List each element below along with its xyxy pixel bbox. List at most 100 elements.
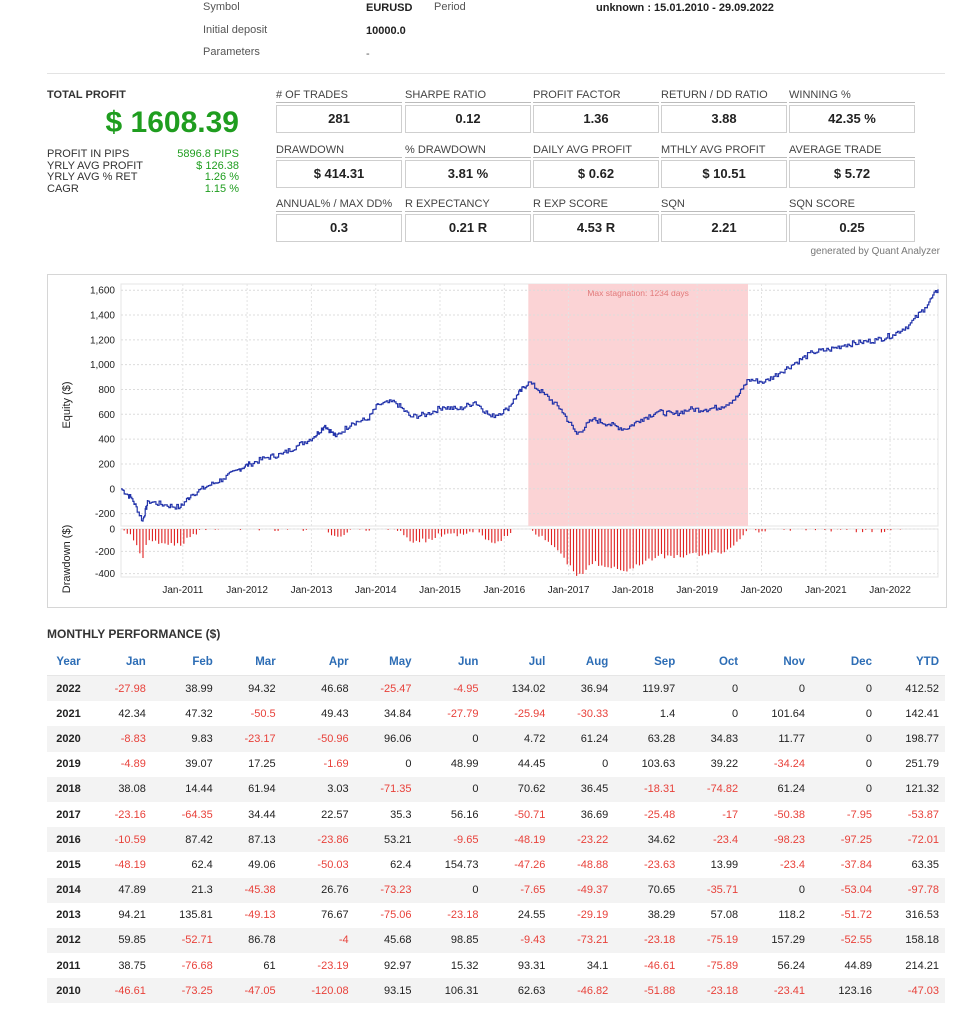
stat-value: 3.81 % bbox=[405, 160, 531, 188]
monthly-value-cell: -25.48 bbox=[644, 808, 676, 821]
monthly-value-cell: 0 bbox=[602, 758, 609, 771]
monthly-value-cell: 56.24 bbox=[777, 959, 806, 972]
monthly-value-cell: 4.72 bbox=[484, 726, 552, 752]
monthly-value-cell: 0 bbox=[731, 707, 739, 720]
monthly-value-cell: 87.13 bbox=[218, 827, 282, 853]
monthly-value-cell: 94.21 bbox=[118, 909, 146, 922]
monthly-value-cell: 119.97 bbox=[614, 675, 682, 702]
y-tick-label: 1,200 bbox=[90, 335, 115, 346]
monthly-value-cell: 38.99 bbox=[151, 675, 219, 702]
monthly-header-cell: Nov bbox=[744, 649, 812, 676]
monthly-value-cell: -9.43 bbox=[484, 927, 552, 954]
monthly-value-cell: 98.85 bbox=[417, 927, 485, 954]
monthly-value-cell: 0 bbox=[811, 776, 878, 802]
monthly-value-cell: 0 bbox=[405, 758, 412, 771]
monthly-value-cell: -71.35 bbox=[354, 776, 418, 802]
drawdown-plot-area bbox=[120, 528, 939, 578]
monthly-value-cell: -50.5 bbox=[250, 707, 276, 720]
stat-value: 0.21 R bbox=[405, 214, 531, 242]
monthly-value-cell: 87.42 bbox=[151, 827, 219, 853]
monthly-value-cell: -48.19 bbox=[114, 858, 146, 871]
monthly-value-cell: -23.17 bbox=[218, 726, 282, 752]
y-tick-label: 600 bbox=[98, 410, 115, 421]
monthly-value-cell: 0 bbox=[744, 877, 812, 903]
stat-label: WINNING % bbox=[789, 89, 915, 103]
monthly-value-cell: -10.59 bbox=[88, 827, 152, 853]
y-tick-label: 200 bbox=[98, 459, 115, 470]
monthly-value-cell: 158.18 bbox=[877, 927, 945, 954]
monthly-value-cell: 157.29 bbox=[744, 927, 812, 954]
stat-value: 0.25 bbox=[789, 214, 915, 242]
monthly-value-cell: 1.4 bbox=[659, 707, 676, 720]
x-tick-label: Jan-2014 bbox=[355, 585, 397, 596]
stat-value: 4.53 R bbox=[533, 214, 659, 242]
monthly-value-cell: -25.47 bbox=[354, 675, 418, 702]
monthly-row: 2019 -4.89 39.07 17.25 -1.69 0 48.99 44.45 0 103.… bbox=[47, 752, 945, 777]
monthly-value-cell: 36.94 bbox=[551, 675, 615, 702]
stat-card: R EXPECTANCY 0.21 R bbox=[405, 198, 531, 242]
x-tick-label: Jan-2013 bbox=[291, 585, 333, 596]
summary-row: YRLY AVG PROFIT $ 126.38 bbox=[47, 160, 239, 172]
monthly-value-cell: 96.06 bbox=[354, 726, 418, 752]
monthly-value-cell: -50.38 bbox=[773, 808, 806, 821]
monthly-value-cell: 47.89 bbox=[88, 877, 152, 903]
monthly-value-cell: 21.3 bbox=[151, 877, 219, 903]
summary-row: YRLY AVG % RET 1.26 % bbox=[47, 171, 239, 183]
monthly-value-cell: 3.03 bbox=[281, 776, 355, 802]
monthly-value-cell: -74.82 bbox=[681, 776, 745, 802]
summary-row-label: YRLY AVG PROFIT bbox=[47, 159, 143, 172]
x-tick-label: Jan-2020 bbox=[741, 585, 783, 596]
monthly-value-cell: 0 bbox=[681, 675, 745, 702]
stat-value: 281 bbox=[276, 105, 402, 133]
stat-card: PROFIT FACTOR 1.36 bbox=[533, 89, 659, 133]
equity-chart: Max stagnation: 1234 days 1,600 1,400 1,200… bbox=[61, 283, 939, 596]
monthly-value-cell: 86.78 bbox=[218, 927, 282, 954]
stat-value: 2.21 bbox=[661, 214, 787, 242]
stat-card: DRAWDOWN $ 414.31 bbox=[276, 144, 402, 188]
monthly-value-cell: 0 bbox=[865, 758, 872, 771]
monthly-value-cell: -23.19 bbox=[317, 959, 349, 972]
monthly-value-cell: 22.57 bbox=[321, 808, 349, 821]
monthly-value-cell: 34.84 bbox=[383, 707, 412, 720]
monthly-value-cell: 39.07 bbox=[185, 758, 213, 771]
monthly-row: 2013 94.21 135.81 -49.13 76.67 -75.06 -23.18 24… bbox=[47, 903, 945, 928]
stat-label: SQN SCORE bbox=[789, 198, 915, 212]
monthly-table: Year Jan Feb Mar Apr May Jun Jul Aug Sep Oct Nov Dec… bbox=[47, 649, 945, 1004]
monthly-value-cell: 46.68 bbox=[281, 675, 355, 702]
symbol-label: Symbol bbox=[203, 1, 240, 13]
period-value: unknown : 15.01.2010 - 29.09.2022 bbox=[596, 2, 774, 14]
monthly-value-cell: -25.94 bbox=[514, 707, 546, 720]
stat-label: # OF TRADES bbox=[276, 89, 402, 103]
stat-card: SHARPE RATIO 0.12 bbox=[405, 89, 531, 133]
summary-row-value: 1.15 % bbox=[204, 182, 239, 195]
monthly-header-cell: Year bbox=[47, 649, 89, 676]
monthly-value-cell: -52.55 bbox=[811, 927, 878, 954]
monthly-value-cell: -23.18 bbox=[447, 909, 479, 922]
monthly-value-cell: 62.4 bbox=[191, 858, 213, 871]
monthly-value-cell: 44.45 bbox=[517, 758, 546, 771]
x-tick-label: Jan-2015 bbox=[419, 585, 461, 596]
monthly-value-cell: 38.75 bbox=[118, 959, 146, 972]
monthly-value-cell: -4.89 bbox=[120, 758, 146, 771]
summary-row-value: 1.26 % bbox=[204, 171, 239, 183]
monthly-value-cell: 26.76 bbox=[281, 877, 355, 903]
monthly-header-cell: Feb bbox=[151, 649, 219, 676]
monthly-value-cell: 118.2 bbox=[778, 909, 806, 922]
stat-label: PROFIT FACTOR bbox=[533, 89, 659, 103]
stat-value: $ 0.62 bbox=[533, 160, 659, 188]
stat-label: AVERAGE TRADE bbox=[789, 144, 915, 158]
monthly-value-cell: 0 bbox=[744, 675, 812, 702]
monthly-value-cell: -23.18 bbox=[614, 927, 682, 954]
stat-card: SQN 2.21 bbox=[661, 198, 787, 242]
x-tick-label: Jan-2022 bbox=[869, 585, 911, 596]
y-tick-label: 1,600 bbox=[90, 286, 115, 297]
summary-row: CAGR 1.15 % bbox=[47, 183, 239, 195]
monthly-value-cell: 36.69 bbox=[580, 808, 609, 821]
monthly-value-cell: 70.62 bbox=[484, 776, 552, 802]
monthly-value-cell: -64.35 bbox=[181, 808, 213, 821]
monthly-value-cell: 62.63 bbox=[484, 978, 552, 1004]
y-tick-label: 1,000 bbox=[90, 360, 115, 371]
monthly-value-cell: 251.79 bbox=[905, 758, 939, 771]
monthly-value-cell: -53.04 bbox=[811, 877, 878, 903]
monthly-value-cell: -7.65 bbox=[484, 877, 552, 903]
